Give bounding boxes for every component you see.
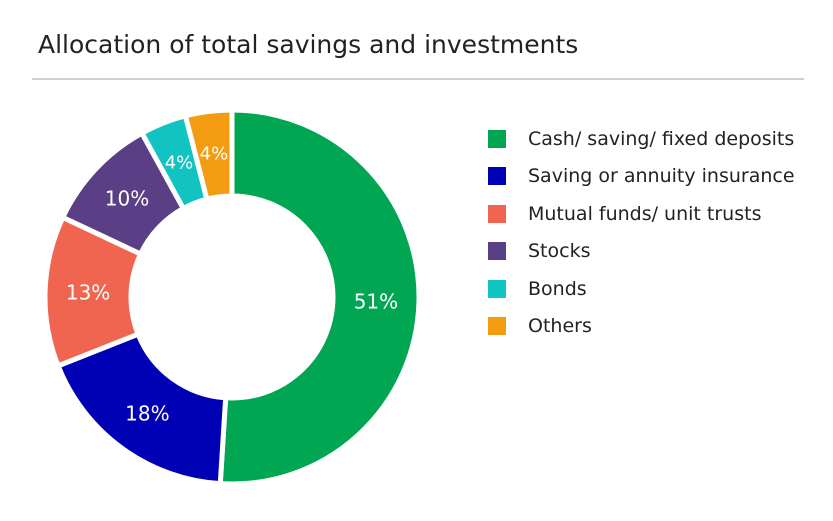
legend-label: Stocks: [528, 240, 591, 263]
legend-item-insurance: Saving or annuity insurance: [488, 158, 795, 196]
donut-slice-2: [54, 330, 229, 487]
legend-swatch: [488, 242, 506, 261]
legend-item-bonds: Bonds: [488, 270, 795, 308]
slice-data-label-4: 10%: [105, 186, 149, 210]
slice-data-label-3: 13%: [66, 280, 110, 304]
legend-label: Cash/ saving/ fixed deposits: [528, 127, 795, 150]
legend-swatch: [488, 129, 506, 148]
legend-item-cash: Cash/ saving/ fixed deposits: [488, 120, 795, 158]
title-divider: [32, 78, 804, 80]
legend-swatch: [488, 317, 506, 336]
slice-data-label-6: 4%: [200, 144, 229, 165]
legend-swatch: [488, 279, 506, 298]
legend-label: Mutual funds/ unit trusts: [528, 202, 762, 225]
donut-slice-6: [182, 107, 235, 203]
legend-swatch: [488, 167, 506, 186]
slice-data-label-2: 18%: [125, 401, 169, 425]
legend-item-mutual-funds: Mutual funds/ unit trusts: [488, 195, 795, 233]
donut-slice-1: [217, 107, 422, 487]
slice-data-label-1: 51%: [354, 290, 398, 314]
legend-item-stocks: Stocks: [488, 233, 795, 271]
legend-label: Bonds: [528, 277, 587, 300]
legend-swatch: [488, 204, 506, 223]
slice-data-label-5: 4%: [165, 153, 194, 174]
legend: Cash/ saving/ fixed deposits Saving or a…: [488, 120, 795, 345]
legend-label: Saving or annuity insurance: [528, 165, 795, 188]
legend-item-others: Others: [488, 308, 795, 346]
chart-title: Allocation of total savings and investme…: [38, 30, 579, 59]
legend-label: Others: [528, 315, 592, 338]
